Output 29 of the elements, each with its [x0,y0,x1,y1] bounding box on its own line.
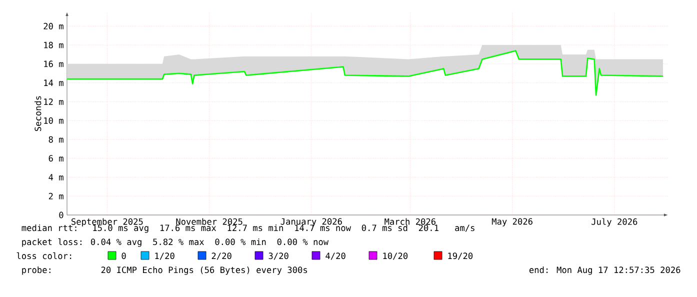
y-tick-label: 2 m [48,192,64,200]
y-tick-label: 4 m [48,174,64,180]
legend-label: 0 [122,252,126,260]
x-tick-label: September 2025 [72,218,143,227]
x-tick-label: May 2026 [492,218,532,226]
x-tick-label: July 2026 [592,218,638,227]
x-tick-label: March 2026 [384,218,436,225]
y-tick-label: 12 m [44,98,64,105]
legend-label: 1/20 [155,252,174,260]
x-tick-label: November 2025 [176,218,242,225]
y-tick-label: 14 m [44,80,64,86]
text: probe: 20 ICMP Echo Pings (56 Bytes) every 300s [22,266,308,275]
y-tick-label: 0 [59,212,64,218]
y-tick-label: 20 m [44,22,64,30]
y-axis-title: Seconds [34,96,42,132]
legend-title: loss color: [16,252,72,260]
y-tick-label: 10 m [44,117,64,124]
legend-label: 4/20 [326,252,346,260]
legend-label: 3/20 [268,252,288,260]
text: end: Mon Aug 17 12:57:35 2026 [529,266,680,275]
y-tick-label: 16 m [44,60,64,68]
y-tick-label: 8 m [48,136,64,143]
y-tick-label: 6 m [48,155,64,162]
text: packet loss: 0.04 % avg 5.82 % max 0.00 % min 0.00 % now [22,238,329,247]
legend-label: 2/20 [212,252,232,260]
x-tick-label: January 2026 [280,218,342,226]
y-tick-label: 18 m [44,42,64,48]
legend-label: 19/20 [448,252,473,260]
legend-label: 10/20 [383,252,408,260]
